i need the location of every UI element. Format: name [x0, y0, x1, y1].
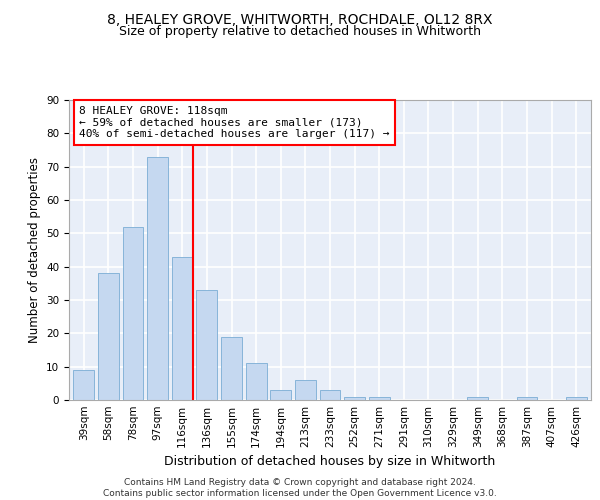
Bar [517, 396, 538, 400]
Bar [566, 396, 587, 400]
Text: Contains HM Land Registry data © Crown copyright and database right 2024.
Contai: Contains HM Land Registry data © Crown c… [103, 478, 497, 498]
Bar [98, 274, 119, 400]
Bar [344, 396, 365, 400]
Text: Size of property relative to detached houses in Whitworth: Size of property relative to detached ho… [119, 25, 481, 38]
Bar [122, 226, 143, 400]
Bar [73, 370, 94, 400]
Y-axis label: Number of detached properties: Number of detached properties [28, 157, 41, 343]
Text: 8 HEALEY GROVE: 118sqm
← 59% of detached houses are smaller (173)
40% of semi-de: 8 HEALEY GROVE: 118sqm ← 59% of detached… [79, 106, 390, 139]
Bar [196, 290, 217, 400]
Bar [147, 156, 168, 400]
Bar [270, 390, 291, 400]
Bar [295, 380, 316, 400]
Text: 8, HEALEY GROVE, WHITWORTH, ROCHDALE, OL12 8RX: 8, HEALEY GROVE, WHITWORTH, ROCHDALE, OL… [107, 12, 493, 26]
Bar [369, 396, 390, 400]
X-axis label: Distribution of detached houses by size in Whitworth: Distribution of detached houses by size … [164, 456, 496, 468]
Bar [245, 364, 266, 400]
Bar [320, 390, 340, 400]
Bar [467, 396, 488, 400]
Bar [172, 256, 193, 400]
Bar [221, 336, 242, 400]
